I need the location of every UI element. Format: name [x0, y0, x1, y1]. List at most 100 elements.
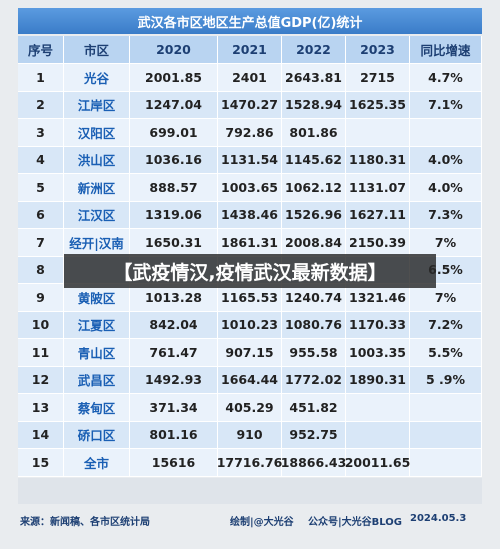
table-row: 6 江汉区 1319.06 1438.46 1526.96 1627.11 7.3%	[18, 201, 482, 229]
table-cell: 1131.54	[218, 146, 282, 173]
table-cell: 2	[18, 91, 64, 118]
table-cell: 888.57	[130, 174, 218, 201]
table-cell: 2401	[218, 64, 282, 91]
table-cell: 全市	[64, 449, 130, 476]
table-cell: 699.01	[130, 119, 218, 146]
table-cell: 青山区	[64, 339, 130, 366]
gdp-table: 序号 市区 2020 2021 2022 2023 同比增速 1 光谷 2001.85 2401 26…	[18, 36, 482, 477]
table-row: 2 江岸区 1247.04 1470.27 1528.94 1625.35 7.1%	[18, 91, 482, 119]
table-title: 武汉各市区地区生产总值GDP(亿)统计	[18, 8, 482, 34]
table-cell: 1036.16	[130, 146, 218, 173]
table-cell	[346, 394, 410, 421]
table-cell: 842.04	[130, 311, 218, 338]
table-cell: 同比增速	[410, 36, 482, 63]
table-cell: 4.7%	[410, 64, 482, 91]
table-cell: 10	[18, 311, 64, 338]
table-cell: 武昌区	[64, 366, 130, 393]
table-cell: 江汉区	[64, 201, 130, 228]
table-cell: 经开|汉南	[64, 229, 130, 256]
table-cell: 1492.93	[130, 366, 218, 393]
table-cell: 1145.62	[282, 146, 346, 173]
table-cell: 9	[18, 284, 64, 311]
table-cell: 2715	[346, 64, 410, 91]
table-cell: 蔡甸区	[64, 394, 130, 421]
table-cell: 1247.04	[130, 91, 218, 118]
table-cell: 1131.07	[346, 174, 410, 201]
table-bottom	[18, 478, 482, 504]
table-cell: 1080.76	[282, 311, 346, 338]
table-cell: 洪山区	[64, 146, 130, 173]
table-cell: 1321.46	[346, 284, 410, 311]
table-cell: 952.75	[282, 421, 346, 448]
table-cell: 1	[18, 64, 64, 91]
table-cell: 新洲区	[64, 174, 130, 201]
table-cell: 6	[18, 201, 64, 228]
table-cell: 910	[218, 421, 282, 448]
table-row: 9 黄陂区 1013.28 1165.53 1240.74 1321.46 7%	[18, 284, 482, 312]
table-row: 3 汉阳区 699.01 792.86 801.86	[18, 119, 482, 147]
table-cell: 光谷	[64, 64, 130, 91]
table-cell: 4.0%	[410, 146, 482, 173]
table-row: 12 武昌区 1492.93 1664.44 1772.02 1890.31 5 .9%	[18, 366, 482, 394]
table-cell	[346, 421, 410, 448]
table-cell: 12	[18, 366, 64, 393]
table-cell: 1438.46	[218, 201, 282, 228]
table-cell: 17716.76	[217, 449, 282, 476]
footer-author: 绘制|@大光谷	[230, 517, 294, 528]
table-cell: 1528.94	[282, 91, 346, 118]
table-row: 1 光谷 2001.85 2401 2643.81 2715 4.7%	[18, 64, 482, 92]
table-cell: 3	[18, 119, 64, 146]
table-cell: 1625.35	[346, 91, 410, 118]
table-cell: 4.0%	[410, 174, 482, 201]
table-row: 11 青山区 761.47 907.15 955.58 1003.35 5.5%	[18, 339, 482, 367]
table-cell: 1470.27	[218, 91, 282, 118]
table-cell	[410, 119, 482, 146]
table-cell: 1003.65	[218, 174, 282, 201]
table-cell: 5 .9%	[410, 366, 482, 393]
table-cell: 1861.31	[218, 229, 282, 256]
table-cell: 2022	[282, 36, 346, 63]
table-cell	[410, 394, 482, 421]
table-cell: 2020	[130, 36, 218, 63]
table-cell: 7.2%	[410, 311, 482, 338]
table-cell: 405.29	[218, 394, 282, 421]
table-cell: 1003.35	[346, 339, 410, 366]
table-cell: 黄陂区	[64, 284, 130, 311]
table-cell: 20011.65	[345, 449, 410, 476]
table-cell: 硚口区	[64, 421, 130, 448]
table-cell: 14	[18, 421, 64, 448]
table-cell: 5	[18, 174, 64, 201]
table-cell: 2023	[346, 36, 410, 63]
table-cell: 792.86	[218, 119, 282, 146]
table-cell: 1627.11	[346, 201, 410, 228]
table-cell: 2001.85	[130, 64, 218, 91]
table-cell	[410, 421, 482, 448]
table-cell: 451.82	[282, 394, 346, 421]
header-row: 序号 市区 2020 2021 2022 2023 同比增速	[18, 36, 482, 64]
table-cell: 7%	[410, 284, 482, 311]
footer-source: 来源：新闻稿、各市区统计局	[20, 517, 150, 528]
table-cell: 1180.31	[346, 146, 410, 173]
table-cell: 2643.81	[282, 64, 346, 91]
overlay-banner: 【武疫情汉,疫情武汉最新数据】	[64, 254, 436, 288]
table-cell: 1013.28	[130, 284, 218, 311]
table-cell: 801.86	[282, 119, 346, 146]
table-row: 7 经开|汉南 1650.31 1861.31 2008.84 2150.39 7%	[18, 229, 482, 257]
table-cell: 1240.74	[282, 284, 346, 311]
table-cell: 序号	[18, 36, 64, 63]
table-cell	[346, 119, 410, 146]
table-cell: 761.47	[130, 339, 218, 366]
table-cell: 6.5%	[410, 256, 482, 283]
table-cell: 2150.39	[346, 229, 410, 256]
table-cell: 907.15	[218, 339, 282, 366]
table-cell: 1664.44	[218, 366, 282, 393]
table-cell: 1010.23	[218, 311, 282, 338]
table-row: 15 全市 15616 17716.76 18866.43 20011.65	[18, 449, 482, 477]
table-cell: 7.3%	[410, 201, 482, 228]
table-cell: 13	[18, 394, 64, 421]
table-cell: 2008.84	[282, 229, 346, 256]
table-cell: 1772.02	[282, 366, 346, 393]
table-cell: 371.34	[130, 394, 218, 421]
table-cell: 15	[18, 449, 64, 476]
